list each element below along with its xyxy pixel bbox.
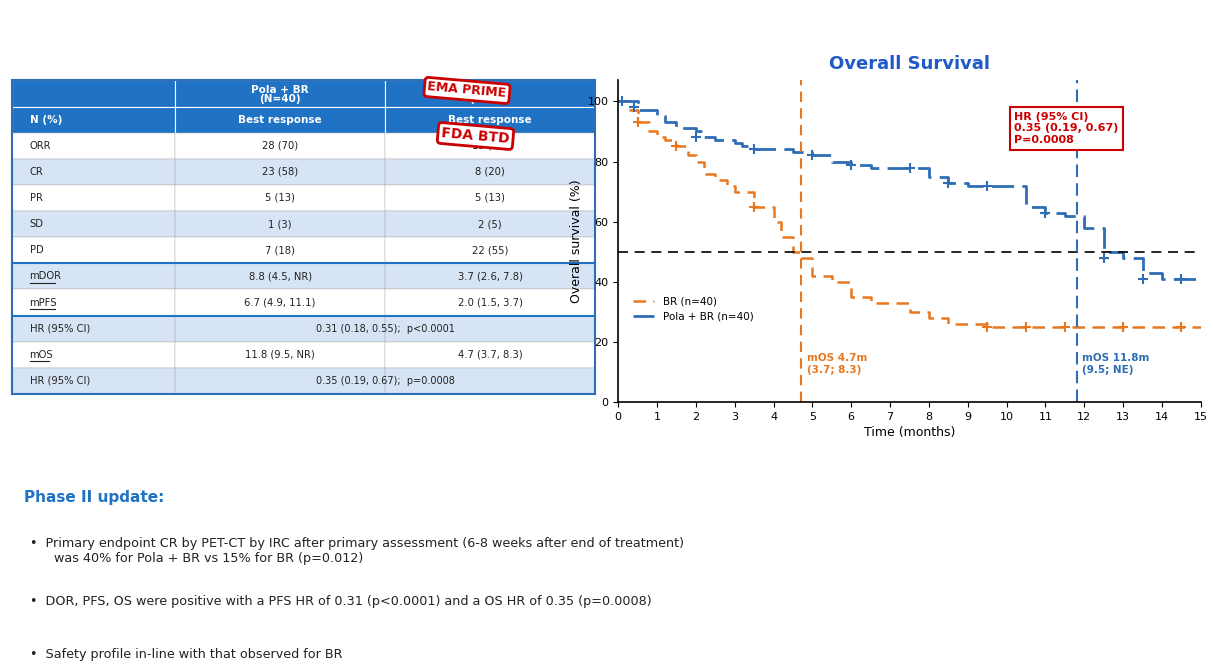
Bar (176, 316, 385, 342)
Text: PR: PR (29, 193, 42, 203)
Bar (385, 316, 594, 342)
Bar (385, 289, 594, 316)
Bar (12, 316, 176, 342)
Text: ORR: ORR (29, 141, 51, 151)
Bar (176, 237, 385, 263)
Text: 11.8 (9.5, NR): 11.8 (9.5, NR) (245, 350, 315, 360)
Bar (385, 237, 594, 263)
Y-axis label: Overall survival (%): Overall survival (%) (570, 180, 583, 303)
Text: 5 (13): 5 (13) (266, 193, 295, 203)
Text: BR: BR (482, 84, 499, 94)
Text: 8.8 (4.5, NR): 8.8 (4.5, NR) (249, 271, 312, 281)
Text: PD: PD (29, 245, 44, 255)
Bar (385, 107, 594, 133)
Bar (12, 263, 176, 289)
Text: mPFS: mPFS (29, 297, 57, 308)
Bar (12, 133, 176, 159)
Text: mOS 4.7m
(3.7; 8.3): mOS 4.7m (3.7; 8.3) (807, 353, 867, 375)
Text: 3.7 (2.6, 7.8): 3.7 (2.6, 7.8) (457, 271, 523, 281)
Text: HR (95% CI): HR (95% CI) (29, 376, 90, 386)
Bar (385, 211, 594, 237)
Bar (176, 211, 385, 237)
Text: SD: SD (29, 219, 44, 229)
Bar (385, 80, 594, 107)
Text: FDA BTD: FDA BTD (440, 126, 511, 146)
Text: 2.0 (1.5, 3.7): 2.0 (1.5, 3.7) (457, 297, 523, 308)
Text: Best response: Best response (239, 115, 321, 125)
Bar (176, 133, 385, 159)
Text: Phase II update:: Phase II update: (24, 490, 165, 505)
Bar (12, 80, 176, 107)
Bar (12, 368, 176, 394)
Text: HR (95% CI): HR (95% CI) (29, 324, 90, 334)
Bar (176, 289, 385, 316)
Text: 1 (3): 1 (3) (268, 219, 292, 229)
Text: CR: CR (29, 167, 44, 177)
Bar (385, 263, 594, 289)
Bar (176, 185, 385, 211)
X-axis label: Time (months): Time (months) (864, 425, 955, 439)
Text: HR (95% CI)
0.35 (0.19, 0.67)
P=0.0008: HR (95% CI) 0.35 (0.19, 0.67) P=0.0008 (1014, 112, 1118, 145)
Bar (176, 263, 385, 289)
Text: N (%): N (%) (29, 115, 62, 125)
Bar (12, 289, 176, 316)
Bar (176, 368, 385, 394)
Text: 28 (70): 28 (70) (262, 141, 298, 151)
Text: Pola + BR: Pola + BR (251, 84, 309, 94)
Bar (12, 107, 176, 133)
Bar (176, 80, 385, 107)
Text: 23 (58): 23 (58) (262, 167, 298, 177)
Bar (176, 342, 385, 368)
Bar (385, 368, 594, 394)
Text: mOS: mOS (29, 350, 53, 360)
Bar (385, 133, 594, 159)
Bar (12, 185, 176, 211)
Text: 7 (18): 7 (18) (266, 245, 295, 255)
Bar (12, 237, 176, 263)
Text: 2 (5): 2 (5) (478, 219, 502, 229)
Legend: BR (n=40), Pola + BR (n=40): BR (n=40), Pola + BR (n=40) (630, 292, 757, 326)
Text: 0.35 (0.19, 0.67);  p=0.0008: 0.35 (0.19, 0.67); p=0.0008 (315, 376, 455, 386)
Text: (N=40): (N=40) (260, 94, 301, 105)
Bar (176, 159, 385, 185)
Title: Overall Survival: Overall Survival (828, 56, 990, 73)
Text: 5 (13): 5 (13) (475, 193, 505, 203)
Text: •  DOR, PFS, OS were positive with a PFS HR of 0.31 (p<0.0001) and a OS HR of 0.: • DOR, PFS, OS were positive with a PFS … (30, 595, 651, 608)
Bar (385, 159, 594, 185)
Text: 13 (33): 13 (33) (472, 141, 508, 151)
Text: Best response: Best response (448, 115, 531, 125)
Bar (176, 107, 385, 133)
Text: 0.31 (0.18, 0.55);  p<0.0001: 0.31 (0.18, 0.55); p<0.0001 (315, 324, 455, 334)
Bar (12, 159, 176, 185)
Text: •  Safety profile in-line with that observed for BR: • Safety profile in-line with that obser… (30, 648, 342, 661)
Text: 6.7 (4.9, 11.1): 6.7 (4.9, 11.1) (245, 297, 315, 308)
Text: 8 (20): 8 (20) (475, 167, 505, 177)
Bar (12, 342, 176, 368)
Bar (385, 342, 594, 368)
Bar (385, 185, 594, 211)
Text: 22 (55): 22 (55) (472, 245, 508, 255)
Text: 4.7 (3.7, 8.3): 4.7 (3.7, 8.3) (457, 350, 523, 360)
Text: mOS 11.8m
(9.5; NE): mOS 11.8m (9.5; NE) (1082, 353, 1150, 375)
Text: EMA PRIME: EMA PRIME (427, 80, 507, 100)
Text: (N=40): (N=40) (469, 94, 511, 105)
Text: •  Primary endpoint CR by PET-CT by IRC after primary assessment (6-8 weeks afte: • Primary endpoint CR by PET-CT by IRC a… (30, 537, 684, 565)
Text: mDOR: mDOR (29, 271, 62, 281)
Bar (12, 211, 176, 237)
